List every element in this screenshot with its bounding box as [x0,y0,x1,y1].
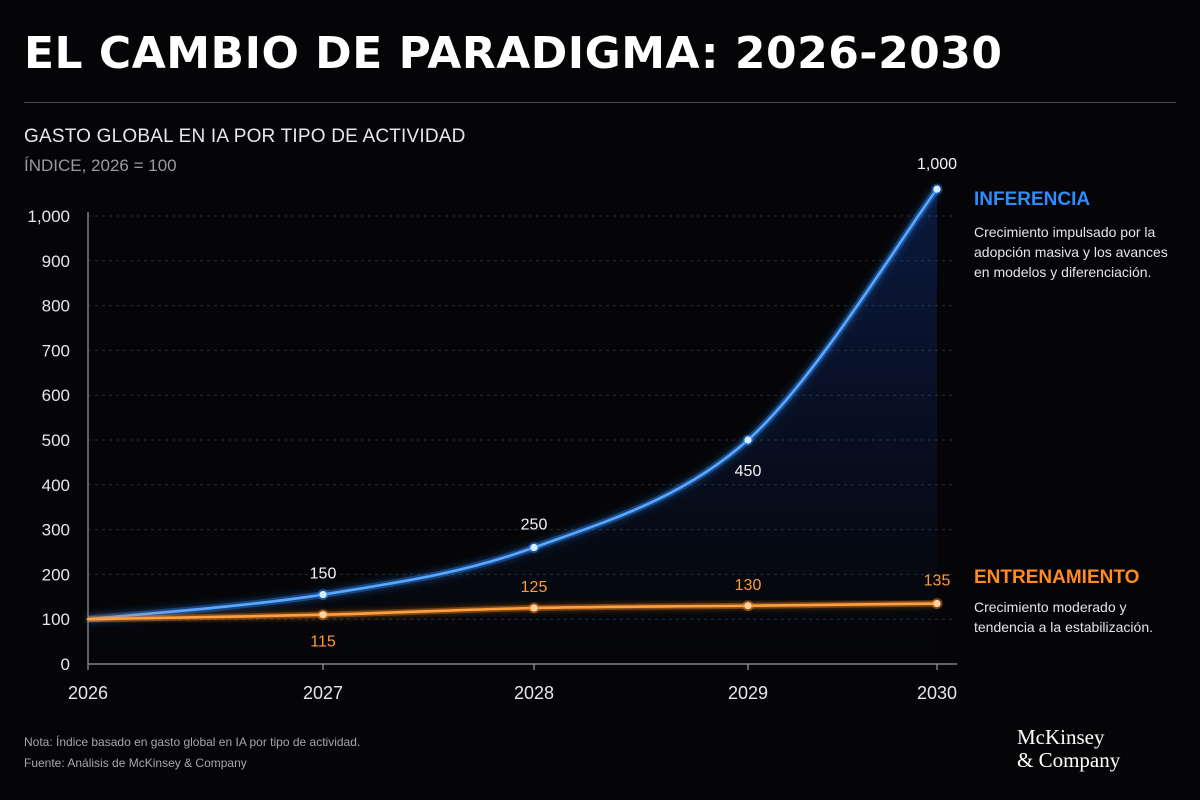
x-tick-label: 2029 [728,683,768,703]
data-point [744,602,752,610]
x-tick-label: 2026 [68,683,108,703]
page-title: EL CAMBIO DE PARADIGMA: 2026-2030 [24,28,1003,79]
data-point [744,436,752,444]
chart-title: GASTO GLOBAL EN IA POR TIPO DE ACTIVIDAD [24,126,466,147]
data-label: 135 [924,573,951,590]
legend-entrenamiento-description: Crecimiento moderado y tendencia a la es… [974,599,1154,635]
data-point [319,611,327,619]
x-tick-label: 2028 [514,683,554,703]
legend-inferencia-title: INFERENCIA [974,189,1091,210]
legend-entrenamiento-title: ENTRENAMIENTO [974,567,1140,588]
footnote-source: Fuente: Análisis de McKinsey & Company [24,756,247,770]
logo-line-2: & Company [1017,748,1121,772]
data-label: 130 [735,577,762,594]
chart-subtitle: ÍNDICE, 2026 = 100 [24,156,177,175]
y-tick-label: 200 [42,565,70,584]
logo-line-1: McKinsey [1017,725,1105,749]
y-tick-label: 300 [42,521,70,540]
data-point [319,590,327,599]
data-label: 115 [310,634,336,651]
mckinsey-logo: McKinsey & Company [1017,726,1120,772]
data-label: 125 [521,579,548,596]
y-tick-label: 400 [42,476,70,495]
data-label: 250 [521,517,548,534]
y-tick-label: 1,000 [27,207,70,226]
footnote-note: Nota: Índice basado en gasto global en I… [24,735,361,749]
data-point [933,599,941,608]
data-point [530,543,538,552]
y-tick-label: 800 [42,297,70,316]
series-inferencia-line [86,187,939,621]
title-divider [24,102,1176,103]
y-tick-label: 700 [42,341,70,360]
data-label: 150 [310,566,337,583]
data-label: 450 [735,463,762,480]
y-tick-label: 500 [42,431,70,450]
x-tick-label: 2027 [303,683,343,703]
y-tick-label: 900 [42,252,70,271]
data-point [933,185,941,193]
y-tick-label: 600 [42,386,70,405]
data-label: 1,000 [917,156,957,173]
y-tick-label: 0 [61,655,70,674]
data-point [530,604,538,612]
series-inferencia-area [88,189,937,664]
y-tick-label: 100 [42,610,70,629]
x-tick-label: 2030 [917,683,957,703]
legend-inferencia-description: Crecimiento impulsado por la adopción ma… [974,224,1168,280]
